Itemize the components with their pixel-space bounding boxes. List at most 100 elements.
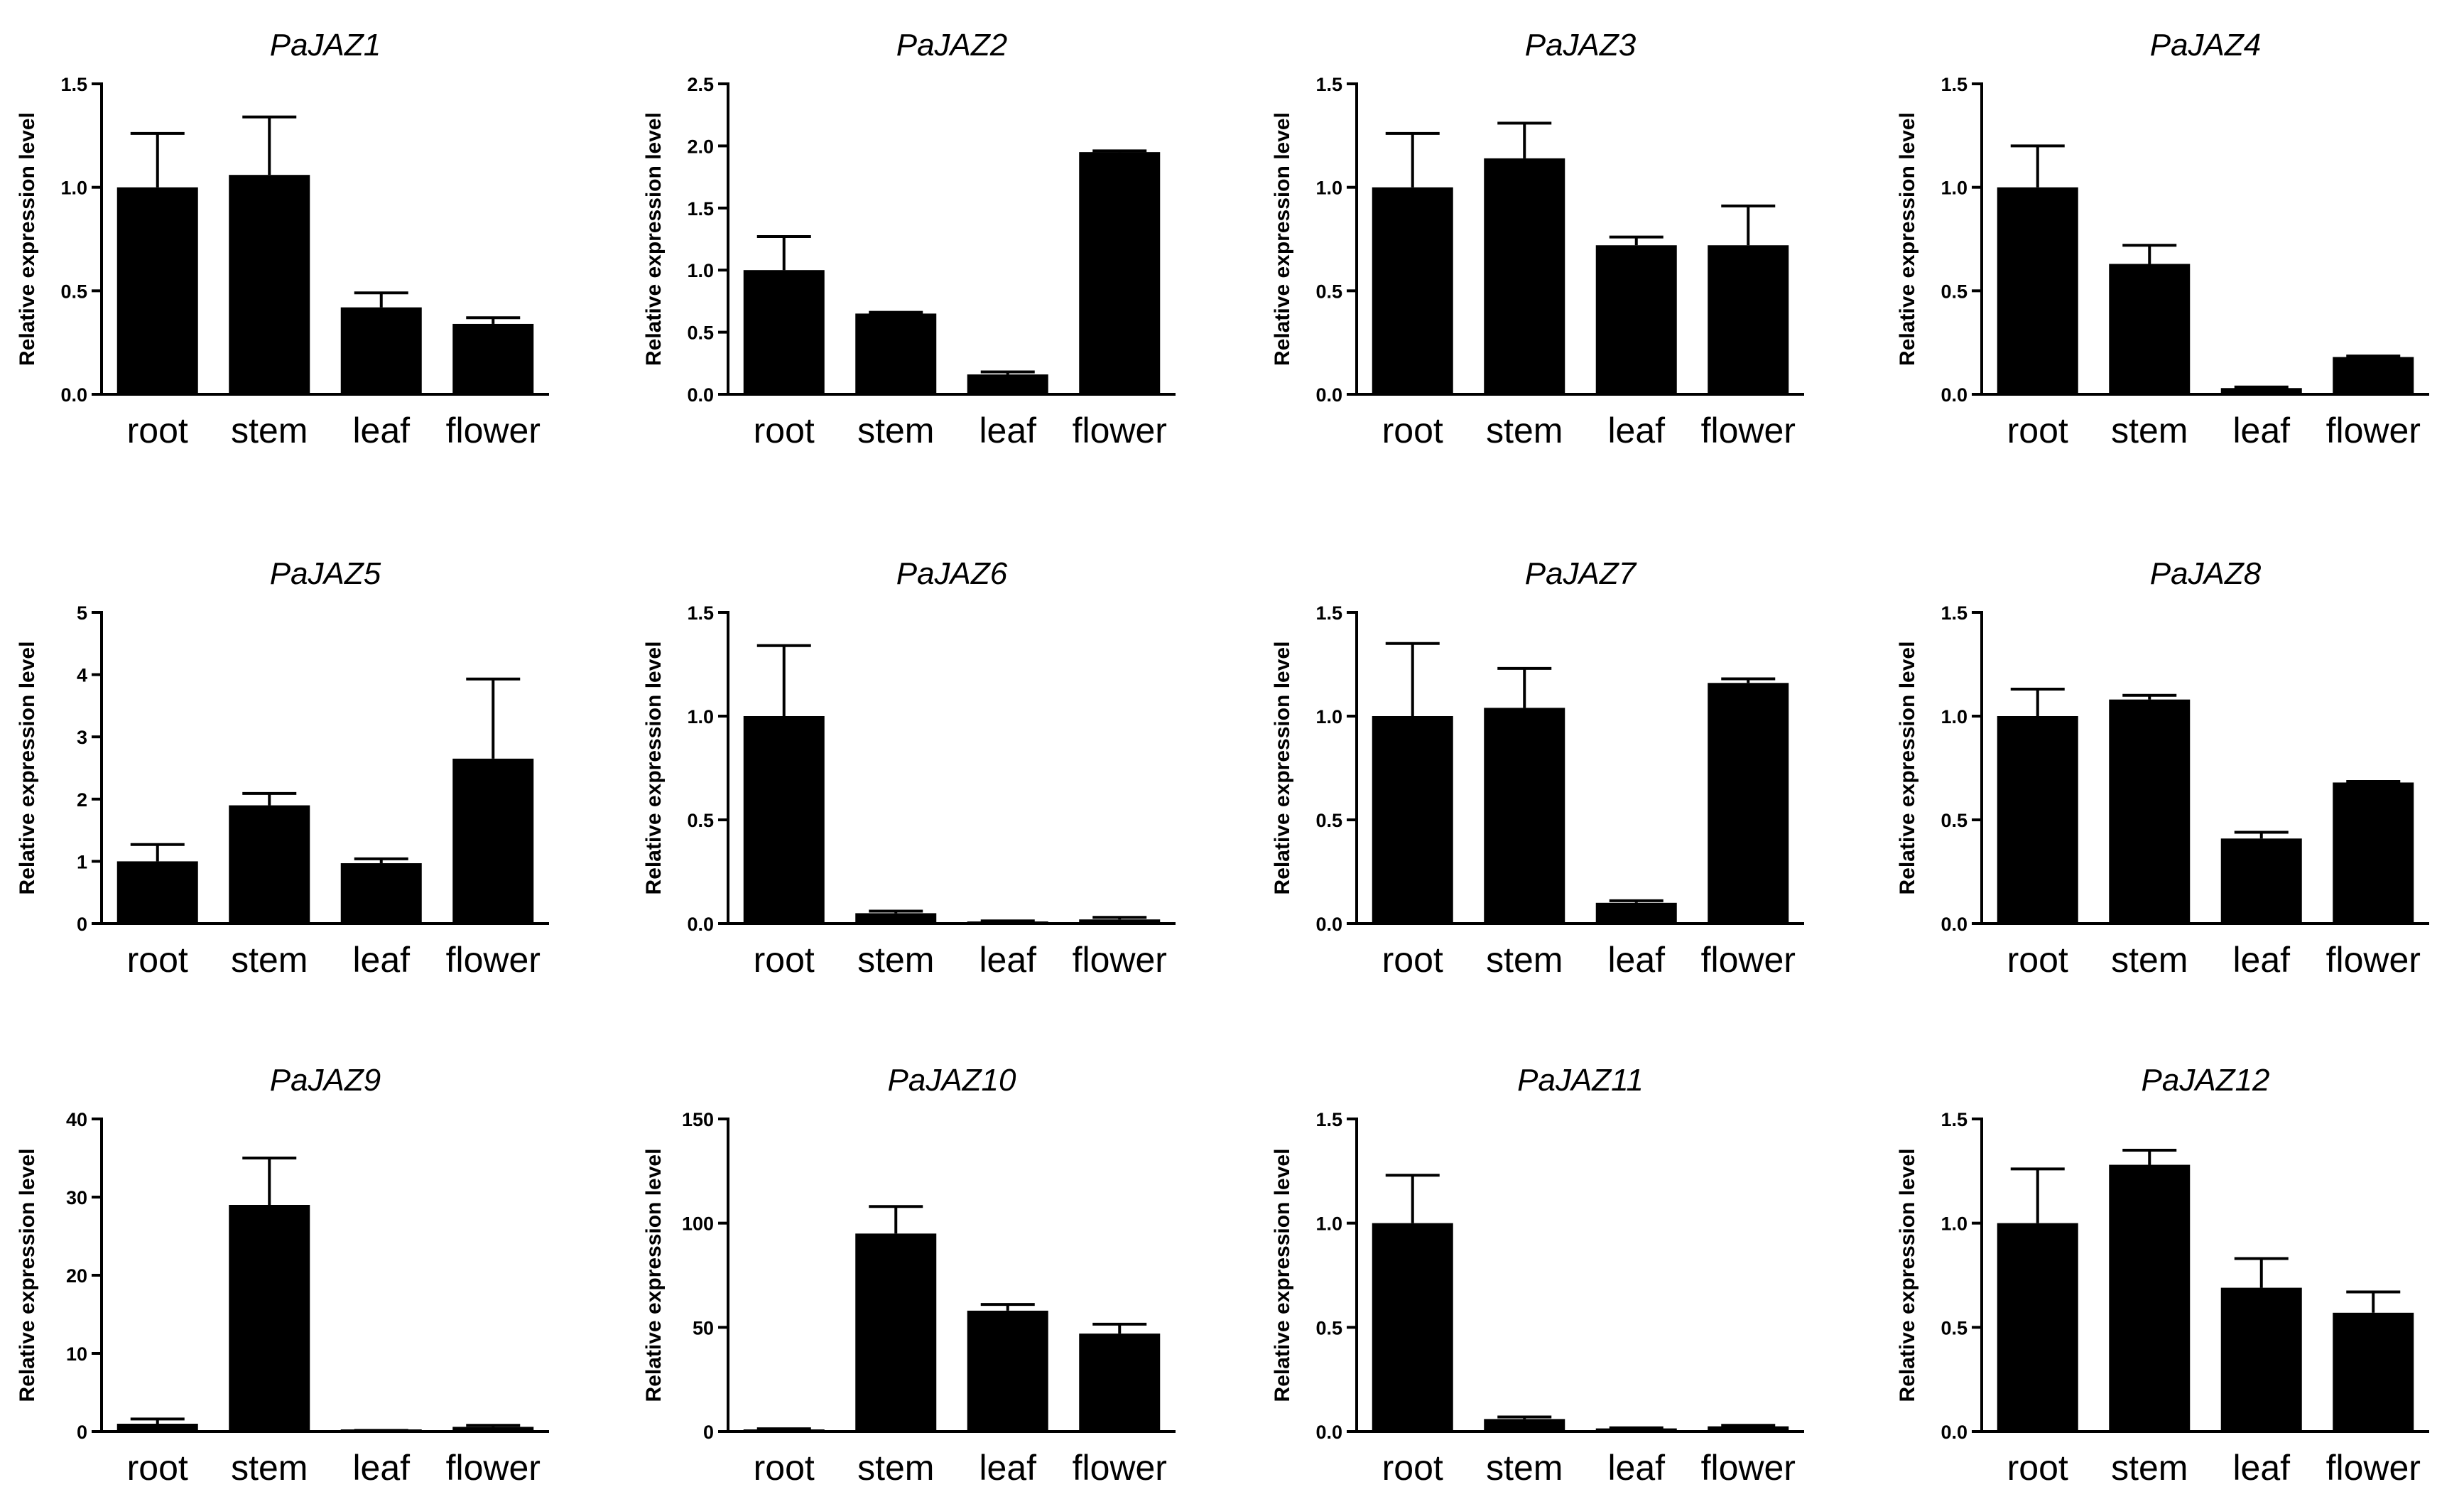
chart-panel-11: PaJAZ11 Relative expression level 0.0 0.5 1.… [1271,1063,1804,1488]
bar-leaf [967,921,1048,924]
x-tick-label: root [2007,1448,2068,1488]
bar-flower [2333,357,2414,394]
y-tick-label: 0.5 [1941,281,1968,302]
chart-title: PaJAZ7 [1525,556,1637,591]
bar-root [116,1424,198,1432]
x-tick-label: flower [1701,1448,1796,1488]
bar-stem [1484,1419,1565,1432]
bar-root [1997,187,2078,394]
y-tick-label: 100 [682,1213,714,1235]
y-axis-label: Relative expression level [16,1149,39,1402]
x-tick-label: leaf [352,411,410,450]
y-tick-label: 5 [77,602,87,624]
bar-leaf [340,1429,422,1432]
y-tick-label: 1.5 [1941,602,1968,624]
chart-panel-7: PaJAZ7 Relative expression level 0.0 0.5 1.0… [1271,556,1804,980]
y-tick-label: 0.0 [60,384,87,406]
chart-title: PaJAZ11 [1517,1063,1644,1098]
bar-stem [1484,158,1565,394]
x-tick-label: stem [857,940,934,980]
y-tick-label: 1.0 [60,178,87,199]
y-tick-label: 1 [77,851,87,872]
y-tick-label: 1.0 [1941,1213,1968,1235]
y-tick-label: 4 [77,665,87,686]
x-tick-label: stem [857,411,934,450]
y-tick-label: 0.5 [1315,281,1342,302]
y-tick-label: 1.5 [60,74,87,95]
x-tick-label: flower [1701,411,1796,450]
chart-panel-1: PaJAZ1 Relative expression level 0.0 0.5 1.0… [16,28,549,450]
y-tick-label: 0.0 [1941,384,1968,406]
x-tick-label: stem [2111,411,2188,450]
bar-root [743,1429,825,1432]
y-tick-label: 0.0 [1315,914,1342,935]
x-tick-label: leaf [352,1448,410,1488]
x-tick-label: stem [857,1448,934,1488]
bar-stem [229,1205,310,1432]
x-tick-label: leaf [1607,1448,1665,1488]
y-tick-label: 0.0 [1315,1422,1342,1443]
x-tick-label: root [1382,940,1443,980]
y-axis-label: Relative expression level [1271,642,1294,895]
chart-panel-10: PaJAZ10 Relative expression level 0 50 100 15… [642,1063,1176,1488]
x-tick-label: leaf [2232,940,2290,980]
y-tick-label: 0.5 [1315,1317,1342,1338]
bar-root [1372,716,1453,924]
y-tick-label: 40 [66,1109,87,1130]
x-tick-label: leaf [979,940,1036,980]
bar-flower [452,323,534,394]
y-tick-label: 1.0 [1941,178,1968,199]
bar-flower [452,1427,534,1432]
bar-stem [1484,708,1565,924]
x-tick-label: root [754,411,815,450]
bar-flower [1708,245,1789,394]
chart-title: PaJAZ9 [270,1063,381,1098]
y-tick-label: 0.5 [687,323,714,344]
x-tick-label: flower [2326,411,2421,450]
chart-title: PaJAZ4 [2150,28,2262,63]
x-tick-label: flower [446,940,541,980]
y-tick-label: 0 [703,1422,714,1443]
y-tick-label: 0.0 [687,914,714,935]
chart-title: PaJAZ3 [1525,28,1637,63]
x-tick-label: root [127,940,188,980]
y-tick-label: 1.5 [1315,1109,1342,1130]
bar-flower [452,758,534,924]
bar-stem [2109,1164,2191,1432]
bar-flower [1079,919,1161,924]
chart-panel-12: PaJAZ12 Relative expression level 0.0 0.5 1.… [1896,1063,2429,1488]
y-tick-label: 0.5 [1941,1317,1968,1338]
chart-title: PaJAZ1 [270,28,381,63]
y-tick-label: 2.0 [687,136,714,157]
bar-leaf [340,863,422,924]
y-tick-label: 20 [66,1265,87,1287]
bar-stem [2109,264,2191,394]
x-tick-label: flower [446,411,541,450]
bar-stem [2109,699,2191,924]
bar-stem [855,913,937,924]
bar-stem [855,313,937,394]
y-axis-label: Relative expression level [1896,642,1919,895]
x-tick-label: flower [1701,940,1796,980]
bar-root [116,187,198,394]
y-tick-label: 1.5 [687,198,714,220]
chart-title: PaJAZ2 [896,28,1008,63]
bar-stem [229,175,310,395]
y-tick-label: 1.0 [1315,1213,1342,1235]
y-axis-label: Relative expression level [642,1149,666,1402]
x-tick-label: leaf [979,411,1036,450]
bar-root [743,716,825,924]
y-tick-label: 1.0 [1315,178,1342,199]
y-tick-label: 0.5 [1941,810,1968,831]
x-tick-label: flower [2326,1448,2421,1488]
bar-stem [855,1233,937,1432]
chart-title: PaJAZ12 [2142,1063,2270,1098]
chart-panel-2: PaJAZ2 Relative expression level 0.0 0.5 1.0… [642,28,1176,450]
y-tick-label: 1.5 [1941,1109,1968,1130]
chart-title: PaJAZ5 [270,556,381,591]
bar-root [116,861,198,924]
bar-stem [229,805,310,924]
bar-flower [1079,1333,1161,1432]
bar-flower [1708,683,1789,924]
